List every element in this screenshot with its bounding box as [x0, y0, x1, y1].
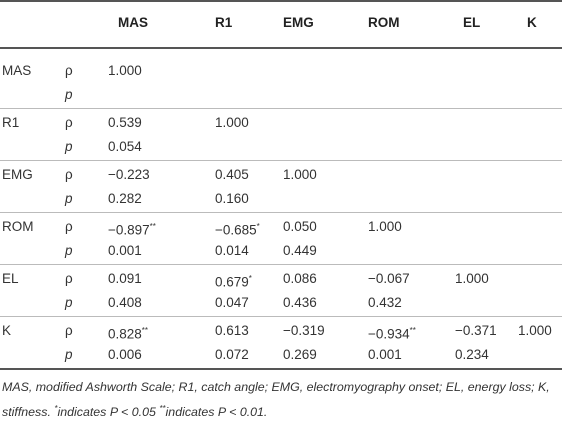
cell-mark: * — [256, 222, 260, 231]
column-header: EL — [463, 15, 481, 30]
column-header: MAS — [118, 15, 148, 30]
cell: 0.679* — [215, 271, 252, 291]
stat-label: p — [65, 347, 73, 362]
cell-value: −0.897 — [108, 222, 150, 238]
cell: 0.072 — [215, 347, 249, 362]
stat-label: ρ — [65, 271, 73, 286]
cell: 0.001 — [108, 243, 142, 258]
cell: 0.449 — [283, 243, 317, 258]
cell: 0.408 — [108, 295, 142, 310]
cell: 0.091 — [108, 271, 142, 286]
cell: 0.405 — [215, 167, 249, 182]
cell: 0.014 — [215, 243, 249, 258]
cell-value: −0.685 — [215, 222, 257, 238]
footnote-note: indicates P < 0.05 — [57, 405, 160, 420]
cell: −0.223 — [108, 167, 150, 182]
column-header: K — [527, 15, 537, 30]
stat-label: ρ — [65, 63, 73, 78]
group-rule — [0, 264, 562, 265]
cell: 0.160 — [215, 191, 249, 206]
stat-label: p — [65, 87, 73, 102]
column-header: EMG — [283, 15, 314, 30]
stat-label: p — [65, 139, 73, 154]
cell: 1.000 — [455, 271, 489, 286]
top-rule — [0, 0, 562, 2]
cell: 0.282 — [108, 191, 142, 206]
cell: 0.047 — [215, 295, 249, 310]
stat-label: p — [65, 295, 73, 310]
cell: −0.067 — [368, 271, 410, 286]
cell: 0.436 — [283, 295, 317, 310]
cell: 1.000 — [283, 167, 317, 182]
cell: −0.685* — [215, 219, 260, 239]
stat-label: p — [65, 191, 73, 206]
group-rule — [0, 108, 562, 109]
group-rule — [0, 160, 562, 161]
cell-value: 0.679 — [215, 274, 249, 290]
cell: 0.828** — [108, 323, 148, 343]
stat-label: ρ — [65, 115, 73, 130]
cell: 0.613 — [215, 323, 249, 338]
cell: −0.319 — [283, 323, 325, 338]
cell-value: 0.828 — [108, 326, 142, 342]
cell-mark: ** — [141, 326, 149, 335]
cell-mark: ** — [149, 222, 156, 231]
cell: 0.234 — [455, 347, 489, 362]
cell: −0.934** — [368, 323, 416, 343]
column-header: ROM — [368, 15, 400, 30]
row-label: MAS — [2, 63, 32, 78]
stat-label: ρ — [65, 167, 73, 182]
cell: −0.897** — [108, 219, 156, 239]
row-label: R1 — [2, 115, 20, 130]
cell: 1.000 — [215, 115, 249, 130]
cell: 0.432 — [368, 295, 402, 310]
cell: 0.539 — [108, 115, 142, 130]
column-header: R1 — [215, 15, 233, 30]
row-label: EMG — [2, 167, 33, 182]
header-rule — [0, 47, 562, 49]
group-rule — [0, 212, 562, 213]
cell: 1.000 — [368, 219, 402, 234]
footnote-mark: * — [54, 404, 58, 413]
cell: 0.050 — [283, 219, 317, 234]
row-label: K — [2, 323, 12, 338]
group-rule — [0, 368, 562, 370]
cell-mark: * — [248, 274, 252, 283]
stat-label: ρ — [65, 219, 73, 234]
cell: 1.000 — [518, 323, 552, 338]
group-rule — [0, 316, 562, 317]
cell-mark: ** — [409, 326, 416, 335]
footnote: MAS, modified Ashworth Scale; R1, catch … — [2, 377, 550, 423]
stat-label: p — [65, 243, 73, 258]
row-label: ROM — [2, 219, 34, 234]
footnote-note: indicates P < 0.01. — [165, 405, 268, 420]
footnote-text: MAS, modified Ashworth Scale; R1, catch … — [2, 380, 550, 420]
cell-value: −0.934 — [368, 326, 410, 342]
cell: 0.054 — [108, 139, 142, 154]
footnote-mark: ** — [159, 404, 166, 413]
row-label: EL — [2, 271, 19, 286]
cell: 0.001 — [368, 347, 402, 362]
cell: 0.006 — [108, 347, 142, 362]
cell: 0.086 — [283, 271, 317, 286]
cell: 1.000 — [108, 63, 142, 78]
cell: −0.371 — [455, 323, 497, 338]
cell: 0.269 — [283, 347, 317, 362]
stat-label: ρ — [65, 323, 73, 338]
